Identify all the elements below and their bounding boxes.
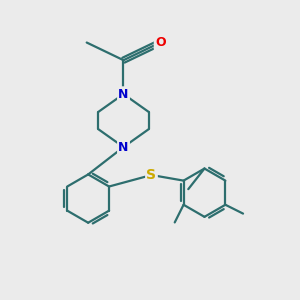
Text: N: N xyxy=(118,141,129,154)
Text: O: O xyxy=(155,36,166,49)
Text: N: N xyxy=(118,88,129,100)
Text: S: S xyxy=(146,168,157,182)
